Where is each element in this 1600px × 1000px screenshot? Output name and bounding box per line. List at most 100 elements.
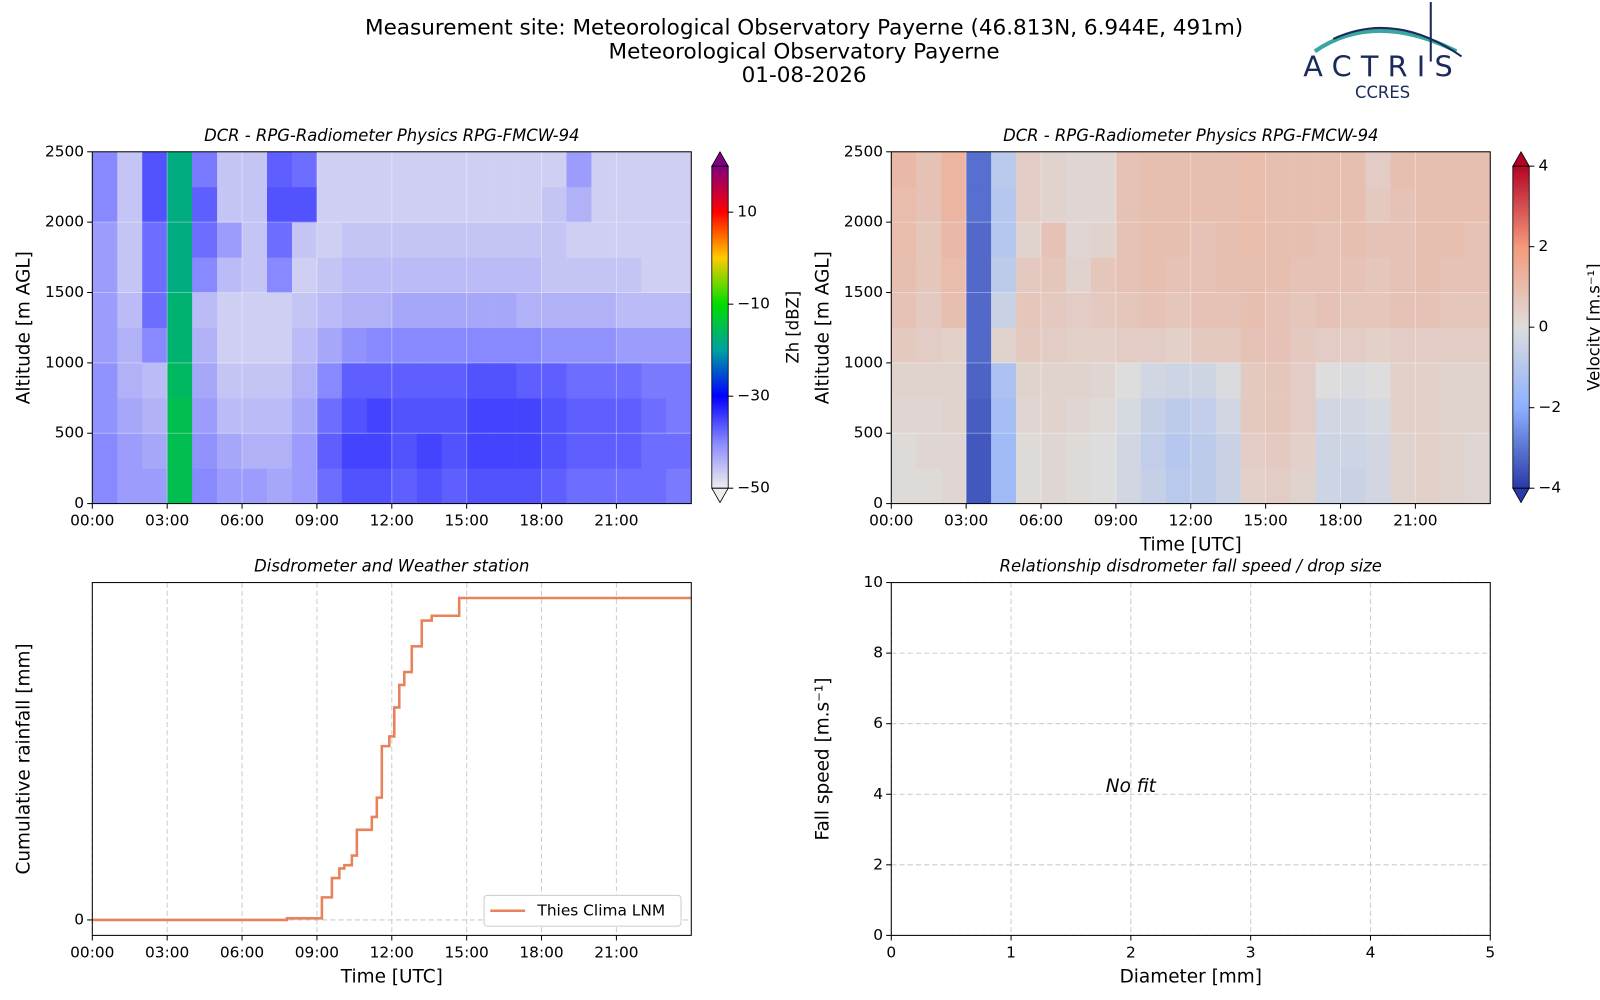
- heatmap-cell: [1440, 186, 1466, 223]
- heatmap-cell: [1016, 398, 1042, 434]
- heatmap-cell: [142, 292, 168, 329]
- heatmap-cell: [117, 257, 143, 293]
- heatmap-cell: [541, 398, 567, 434]
- colorbar-tick-label: 2: [1538, 237, 1548, 255]
- heatmap-cell: [1165, 292, 1192, 329]
- heatmap-cell: [1390, 292, 1416, 329]
- heatmap-cell: [291, 222, 318, 258]
- heatmap-cell: [366, 292, 393, 329]
- heatmap-cell: [966, 151, 992, 188]
- heatmap-cell: [1315, 327, 1341, 364]
- heatmap-cell: [217, 151, 243, 188]
- heatmap-cell: [1115, 468, 1142, 504]
- heatmap-cell: [1215, 292, 1241, 329]
- heatmap-cell: [541, 222, 567, 258]
- heatmap-cell: [641, 292, 667, 329]
- heatmap-cell: [1065, 257, 1092, 293]
- heatmap-cell: [666, 362, 692, 399]
- heatmap-cell: [891, 468, 917, 504]
- heatmap-cell: [391, 398, 418, 434]
- heatmap-cell: [341, 292, 368, 329]
- heatmap-cell: [1390, 151, 1416, 188]
- heatmap-cell: [916, 398, 942, 434]
- heatmap-cell: [1340, 186, 1366, 223]
- heatmap-cell: [242, 327, 268, 364]
- y-tick-label: 1000: [844, 353, 883, 371]
- x-tick-label: 06:00: [220, 943, 264, 961]
- heatmap-cell: [1315, 257, 1341, 293]
- x-tick-label: 09:00: [1094, 512, 1138, 530]
- heatmap-cell: [391, 362, 418, 399]
- heatmap-cell: [616, 433, 642, 469]
- heatmap-cell: [1365, 151, 1391, 188]
- colorbar-tick-label: 10: [737, 203, 757, 221]
- heatmap-cell: [966, 257, 992, 293]
- heatmap-cell: [1190, 468, 1217, 504]
- heatmap-cell: [991, 257, 1017, 293]
- heatmap-cell: [167, 222, 193, 258]
- colorbar-frame: [711, 165, 729, 489]
- heatmap-cell: [117, 327, 143, 364]
- heatmap-cell: [641, 186, 667, 223]
- heatmap-cell: [941, 186, 967, 223]
- heatmap-cell: [1290, 433, 1316, 469]
- heatmap-cell: [516, 186, 542, 223]
- heatmap-cell: [566, 327, 592, 364]
- heatmap-cell: [167, 468, 193, 504]
- heatmap-cell: [1365, 468, 1391, 504]
- heatmap-cell: [316, 327, 343, 364]
- heatmap-cell: [1365, 362, 1391, 399]
- heatmap-cell: [92, 186, 118, 223]
- heatmap-cell: [991, 186, 1017, 223]
- heatmap-cell: [441, 327, 467, 364]
- heatmap-cell: [1290, 257, 1316, 293]
- heatmap-cell: [267, 468, 293, 504]
- heatmap-cell: [441, 186, 467, 223]
- heatmap-cell: [291, 186, 318, 223]
- heatmap-cell: [92, 222, 118, 258]
- heatmap-cell: [941, 151, 967, 188]
- heatmap-cell: [1415, 362, 1441, 399]
- heatmap-cell: [1315, 468, 1341, 504]
- x-tick-label: 18:00: [1318, 512, 1362, 530]
- heatmap-cell: [1440, 257, 1466, 293]
- heatmap-cell: [941, 398, 967, 434]
- heatmap-cell: [416, 327, 443, 364]
- heatmap-cell: [641, 151, 667, 188]
- heatmap-cell: [1215, 398, 1241, 434]
- heatmap-cell: [1016, 186, 1042, 223]
- heatmap-cell: [1440, 362, 1466, 399]
- heatmap-cell: [192, 292, 218, 329]
- heatmap-cell: [1190, 222, 1217, 258]
- heatmap-cell: [516, 257, 542, 293]
- heatmap-cell: [1190, 257, 1217, 293]
- heatmap-cell: [1265, 292, 1291, 329]
- y-tick-label: 0: [873, 494, 883, 512]
- heatmap-cell: [391, 151, 418, 188]
- y-tick-label: 4: [873, 785, 883, 803]
- logo: ACTRIS CCRES: [1303, 2, 1463, 102]
- heatmap-cell: [341, 257, 368, 293]
- heatmap-cell: [1041, 362, 1067, 399]
- heatmap-cell: [1140, 362, 1167, 399]
- heatmap-cell: [891, 257, 917, 293]
- heatmap-cell: [941, 292, 967, 329]
- heatmap-cell: [566, 398, 592, 434]
- heatmap-cell: [1415, 186, 1441, 223]
- heatmap-cell: [1065, 398, 1092, 434]
- heatmap-cell: [1265, 327, 1291, 364]
- panel-title: Relationship disdrometer fall speed / dr…: [1000, 557, 1382, 576]
- heatmap-cell: [1465, 257, 1491, 293]
- heatmap-cell: [441, 398, 467, 434]
- heatmap-cell: [366, 257, 393, 293]
- heatmap-cell: [242, 398, 268, 434]
- heatmap-cell: [641, 222, 667, 258]
- heatmap-cell: [1365, 433, 1391, 469]
- heatmap-cell: [1365, 186, 1391, 223]
- heatmap-cell: [641, 468, 667, 504]
- heatmap-cell: [242, 468, 268, 504]
- panel-title: DCR - RPG-Radiometer Physics RPG-FMCW-94: [204, 126, 579, 145]
- y-tick-label: 2: [873, 855, 883, 873]
- legend-label: Thies Clima LNM: [536, 901, 665, 919]
- heatmap-cell: [142, 151, 168, 188]
